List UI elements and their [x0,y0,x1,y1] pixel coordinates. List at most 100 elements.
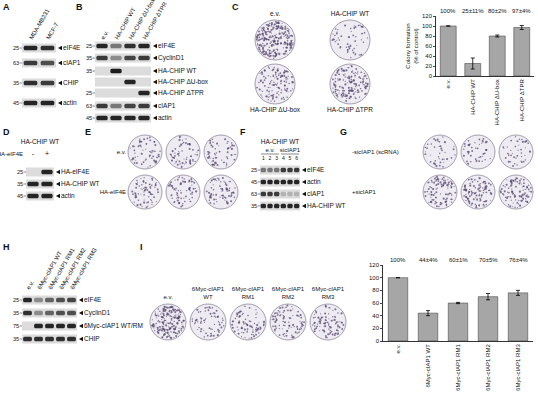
svg-text:35: 35 [17,181,23,187]
svg-text:HA-CHIP WT: HA-CHIP WT [61,180,100,187]
svg-text:35: 35 [13,80,19,86]
svg-text:120: 120 [369,262,380,268]
svg-text:actin: actin [61,192,75,199]
svg-text:20: 20 [425,63,432,69]
svg-text:6Myc-cIAP1: 6Myc-cIAP1 [272,286,305,292]
svg-text:45: 45 [86,115,92,121]
svg-text:45: 45 [13,100,19,106]
svg-text:35: 35 [251,203,257,209]
svg-text:6Myc-cIAP1: 6Myc-cIAP1 [232,286,265,292]
svg-text:63: 63 [251,191,257,197]
svg-text:D: D [3,127,10,137]
svg-text:e.v.: e.v. [100,29,110,40]
svg-text:100: 100 [422,23,433,29]
svg-text:Colony formation(% of control): Colony formation(% of control) [405,23,419,68]
svg-text:HA-CHIP ΔTPR: HA-CHIP ΔTPR [142,0,169,40]
svg-text:E: E [85,127,91,137]
svg-text:-sicIAP1 (scRNA): -sicIAP1 (scRNA) [352,149,399,155]
svg-text:e.v.: e.v. [395,344,401,354]
svg-text:6: 6 [295,155,298,161]
svg-text:35: 35 [86,68,92,74]
svg-text:HA-eIF4E: HA-eIF4E [61,168,90,175]
svg-text:6Myc-cIAP1 RM1: 6Myc-cIAP1 RM1 [455,344,461,391]
svg-text:25: 25 [86,43,92,49]
svg-text:1: 1 [262,155,265,161]
svg-text:sicIAP1: sicIAP1 [280,147,301,153]
svg-text:eIF4E: eIF4E [158,42,176,49]
svg-text:HA-CHIP WT: HA-CHIP WT [261,138,300,145]
svg-text:80±2%: 80±2% [488,8,507,14]
svg-text:cIAP1: cIAP1 [63,59,81,66]
svg-text:e.v.: e.v. [265,147,275,153]
svg-text:6Myc-cIAP1: 6Myc-cIAP1 [312,286,345,292]
svg-text:e.v.: e.v. [25,279,35,290]
svg-text:25±11%: 25±11% [462,8,484,14]
svg-text:100: 100 [369,275,380,281]
svg-text:actin: actin [158,114,172,121]
svg-text:-: - [32,150,35,157]
svg-text:63: 63 [13,60,19,66]
svg-text:F: F [240,127,246,137]
svg-text:25: 25 [251,167,257,173]
svg-text:WT: WT [203,294,213,300]
svg-text:6Myc-cIAP1 WT/RM: 6Myc-cIAP1 WT/RM [84,322,143,330]
svg-text:HA-eIF4E: HA-eIF4E [0,151,23,157]
svg-text:CyclinD1: CyclinD1 [158,54,184,62]
svg-text:eIF4E: eIF4E [63,44,81,51]
svg-text:0: 0 [429,73,433,79]
svg-text:HA-CHIP ΔTPR: HA-CHIP ΔTPR [327,106,373,113]
svg-text:+sicIAP1: +sicIAP1 [352,189,377,195]
svg-text:C: C [232,2,239,12]
svg-text:35: 35 [13,310,19,316]
svg-text:CHIP: CHIP [63,79,79,86]
svg-text:20: 20 [372,325,379,331]
svg-text:63: 63 [86,103,92,109]
svg-text:0: 0 [376,338,380,344]
svg-text:HA-CHIP WT: HA-CHIP WT [307,202,346,209]
svg-text:e.v.: e.v. [445,79,451,89]
svg-text:25: 25 [17,169,23,175]
svg-text:60±1%: 60±1% [449,257,468,263]
svg-text:RM2: RM2 [282,294,295,300]
svg-text:A: A [3,2,10,12]
svg-text:35: 35 [13,336,19,342]
svg-text:HA-CHIP ΔU-box: HA-CHIP ΔU-box [494,79,500,125]
svg-text:CHIP: CHIP [84,335,100,342]
svg-text:6Myc-cIAP1 RM3: 6Myc-cIAP1 RM3 [515,344,521,391]
svg-text:70±5%: 70±5% [479,257,498,263]
svg-text:80: 80 [425,33,432,39]
svg-text:120: 120 [422,13,433,19]
svg-text:40: 40 [425,53,432,59]
svg-text:RM3: RM3 [322,294,335,300]
svg-text:100%: 100% [440,8,456,14]
svg-text:5: 5 [289,155,292,161]
svg-text:25: 25 [13,297,19,303]
svg-text:HA-eIF4E: HA-eIF4E [100,189,126,195]
svg-text:G: G [340,127,347,137]
svg-text:e.v.: e.v. [117,149,127,155]
svg-text:HA-CHIP WT: HA-CHIP WT [331,10,370,17]
svg-text:actin: actin [63,99,77,106]
svg-text:97±4%: 97±4% [512,8,531,14]
svg-text:+: + [45,150,49,157]
svg-text:6Myc-cIAP1 WT: 6Myc-cIAP1 WT [425,344,431,388]
svg-text:40: 40 [372,313,379,319]
svg-text:HA-CHIP ΔTPR: HA-CHIP ΔTPR [519,79,525,122]
svg-text:3: 3 [275,155,278,161]
svg-text:I: I [140,242,143,252]
svg-text:35: 35 [86,55,92,61]
svg-text:B: B [76,2,83,12]
svg-text:e.v.: e.v. [270,10,280,17]
svg-text:45: 45 [251,179,257,185]
svg-text:actin: actin [307,178,321,185]
svg-text:45: 45 [17,193,23,199]
svg-text:e.v.: e.v. [163,294,173,300]
svg-text:MCF-7: MCF-7 [45,21,60,40]
svg-text:4: 4 [282,155,285,161]
svg-text:HA-CHIP ΔU-box: HA-CHIP ΔU-box [250,106,301,113]
svg-text:75: 75 [13,323,19,329]
svg-text:cIAP1: cIAP1 [158,102,176,109]
svg-text:6Myc-cIAP1 RM3: 6Myc-cIAP1 RM3 [69,247,98,291]
svg-text:HA-CHIP ΔU-box: HA-CHIP ΔU-box [158,78,209,85]
svg-text:80: 80 [372,287,379,293]
